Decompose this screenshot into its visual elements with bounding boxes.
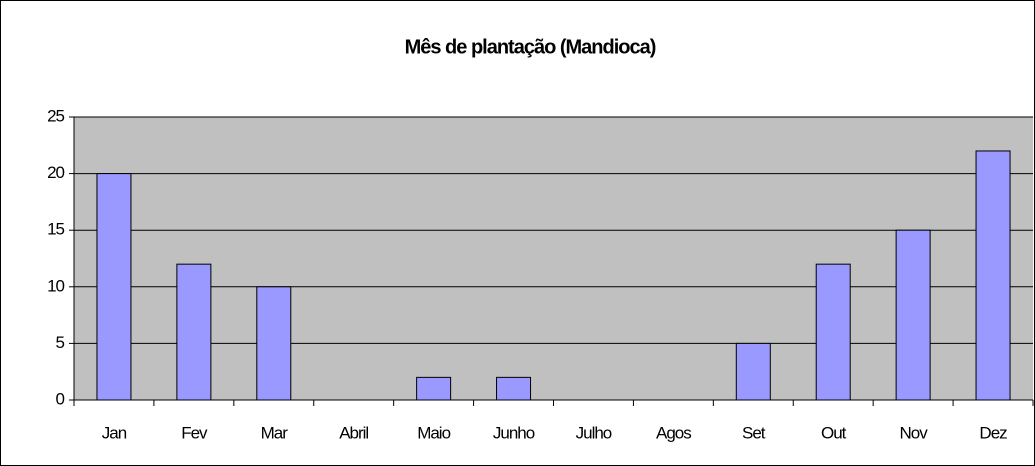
y-tick-label: 5 [56,333,65,352]
y-tick-label: 20 [47,163,64,182]
chart-title: Mês de plantação (Mandioca) [405,36,656,58]
bar [975,150,1011,401]
bar [815,263,851,401]
x-tick-label: Maio [417,423,450,442]
bar [496,376,532,401]
x-tick-label: Jan [102,423,127,442]
y-tick-label: 25 [47,106,64,125]
bar [96,173,132,401]
x-tick-label: Dez [979,423,1007,442]
y-tick-label: 10 [47,276,64,295]
x-tick-label: Out [821,423,847,442]
bar [895,229,931,401]
bar [176,263,212,401]
x-tick-label: Agos [656,423,691,442]
x-tick-label: Mar [261,423,289,442]
y-tick-label: 0 [56,389,65,408]
x-tick-label: Abril [339,423,368,442]
bar [416,376,452,401]
y-tick-label: 15 [47,220,64,239]
bar [735,342,771,401]
x-tick-label: Julho [576,423,612,442]
plot-area [74,117,1033,400]
bar [256,286,292,401]
x-tick-label: Junho [493,423,535,442]
x-tick-label: Set [742,423,766,442]
x-tick-label: Fev [181,423,208,442]
x-tick-label: Nov [900,423,929,442]
